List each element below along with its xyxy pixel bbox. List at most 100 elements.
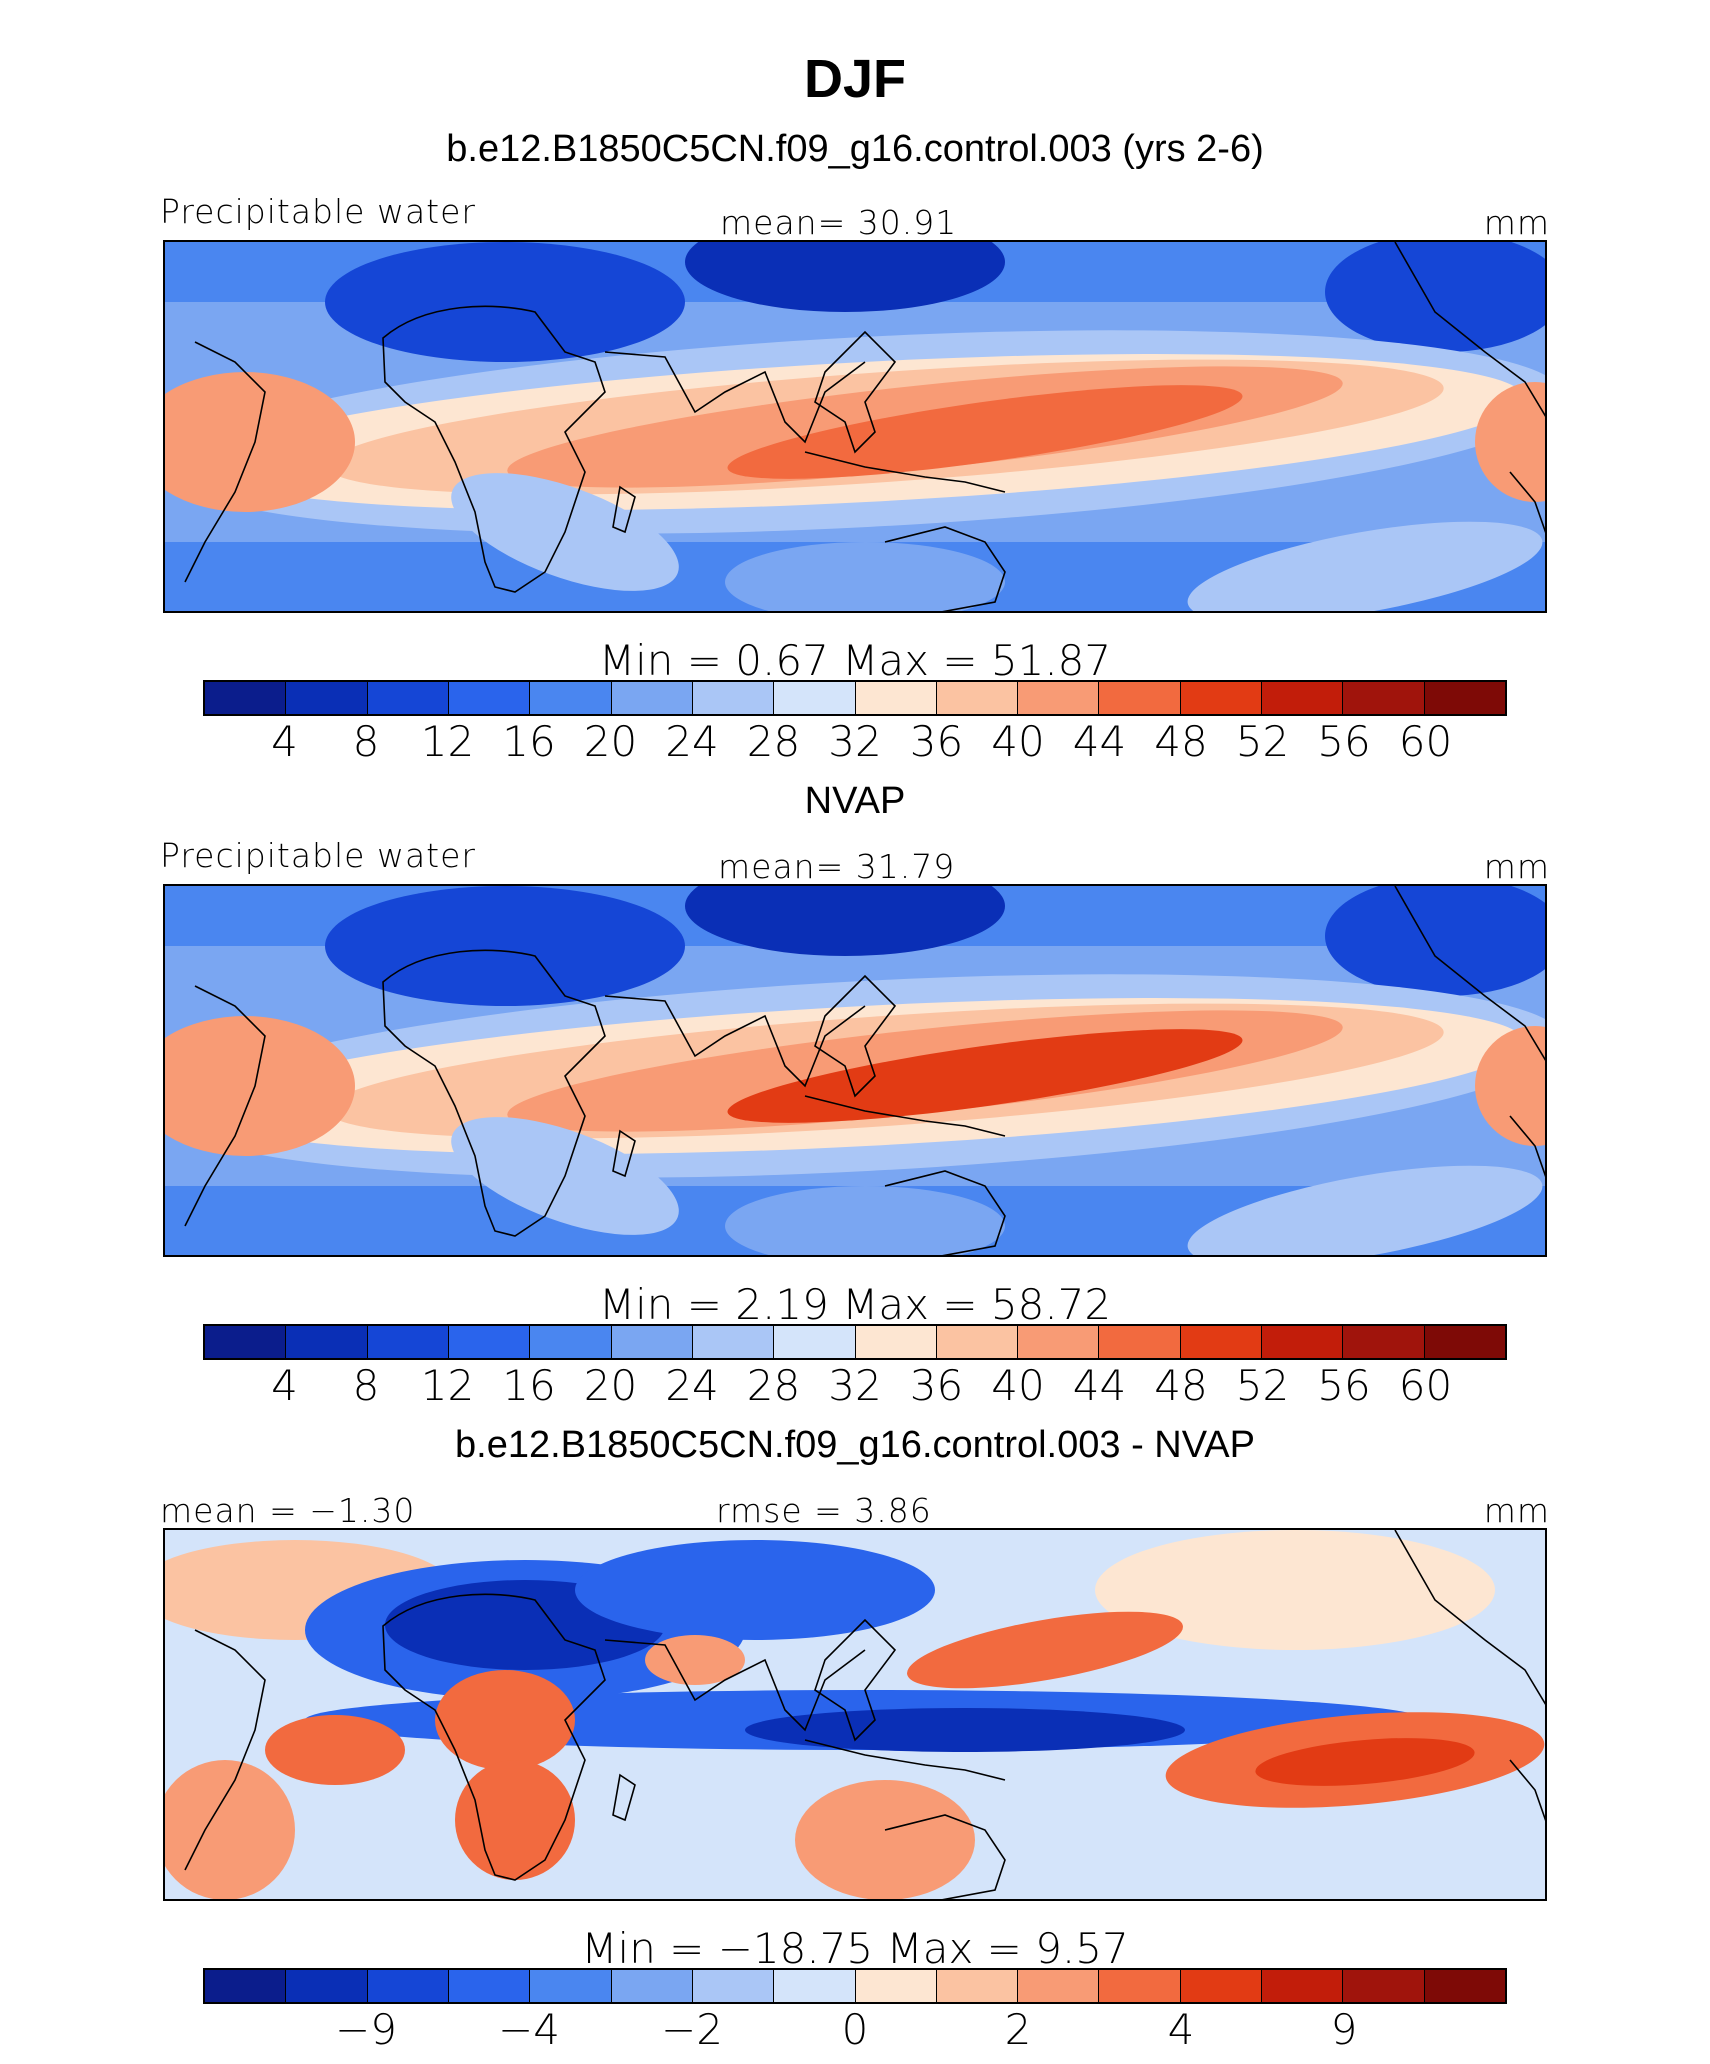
colorbar-swatch <box>367 682 449 714</box>
colorbar-swatch <box>530 1970 612 2002</box>
colorbar-tick-label: 32 <box>828 717 882 766</box>
colorbar-tick-label: 0 <box>841 2005 869 2054</box>
panel-1-title: b.e12.B1850C5CN.f09_g16.control.003 (yrs… <box>446 128 1264 170</box>
colorbar-swatch <box>1262 1970 1344 2002</box>
contour-region <box>1095 1530 1495 1650</box>
colorbar-tick-label: 56 <box>1317 1361 1371 1410</box>
panel-3-mean-label: mean = −1.30 <box>160 1491 416 1530</box>
colorbar-swatch <box>1018 1970 1100 2002</box>
panel-2-units: mm <box>1483 847 1550 886</box>
colorbar-swatch <box>774 682 856 714</box>
colorbar-swatch <box>855 1970 937 2002</box>
colorbar-swatch <box>1180 682 1263 714</box>
colorbar-swatch <box>205 682 287 714</box>
colorbar-swatch <box>1018 682 1100 714</box>
colorbar-tick-label: 52 <box>1235 1361 1290 1410</box>
colorbar-tick-label: 60 <box>1398 1361 1453 1410</box>
contour-region <box>165 372 355 512</box>
contour-region <box>1187 1165 1543 1255</box>
colorbar-swatch <box>611 682 693 714</box>
contour-region <box>1325 242 1545 352</box>
colorbar-tick-label: 40 <box>991 717 1045 766</box>
colorbar-tick-label: 32 <box>828 1361 882 1410</box>
colorbar-tick-label: −9 <box>335 2005 397 2054</box>
colorbar-tick-label: 2 <box>1004 2005 1032 2054</box>
panel-2-mean-label: mean= 31.79 <box>718 847 956 886</box>
coastlines <box>184 886 1545 1255</box>
colorbar-tick-label: 48 <box>1154 717 1208 766</box>
colorbar-swatch <box>1343 682 1425 714</box>
coastlines <box>184 242 1545 611</box>
colorbar-swatch <box>692 1970 775 2002</box>
colorbar-tick-label: 20 <box>583 717 638 766</box>
panel-3-colorbar <box>203 1968 1507 2004</box>
colorbar-swatch <box>1099 1326 1181 1358</box>
colorbar-swatch <box>448 1326 531 1358</box>
colorbar-tick-label: 56 <box>1317 717 1371 766</box>
contour-region <box>1255 1738 1475 1786</box>
colorbar-swatch <box>936 1326 1019 1358</box>
colorbar-swatch <box>367 1326 449 1358</box>
colorbar-swatch <box>448 1970 531 2002</box>
colorbar-tick-label: 8 <box>352 1361 380 1410</box>
panel-1-map <box>163 240 1547 613</box>
colorbar-swatch <box>367 1970 449 2002</box>
colorbar-swatch <box>611 1326 693 1358</box>
colorbar-swatch <box>286 1326 368 1358</box>
colorbar-swatch <box>286 682 368 714</box>
panel-1-variable-label: Precipitable water <box>160 192 476 231</box>
panel-3-contour-field <box>165 1530 1545 1899</box>
panel-3-minmax: Min = −18.75 Max = 9.57 <box>581 1924 1129 1973</box>
colorbar-swatch <box>692 682 775 714</box>
colorbar-swatch <box>205 1970 287 2002</box>
contour-region <box>455 1760 575 1880</box>
colorbar-swatch <box>774 1326 856 1358</box>
panel-2-map <box>163 884 1547 1257</box>
colorbar-swatch <box>1424 1326 1505 1358</box>
colorbar-tick-label: 12 <box>420 717 475 766</box>
colorbar-swatch <box>530 682 612 714</box>
colorbar-tick-label: −2 <box>661 2005 723 2054</box>
panel-3-map <box>163 1528 1547 1901</box>
panel-1-contour-field <box>165 242 1545 611</box>
colorbar-swatch <box>774 1970 856 2002</box>
colorbar-swatch <box>1262 682 1344 714</box>
contour-region <box>1187 521 1543 611</box>
contour-region <box>165 1016 355 1156</box>
panel-2-colorbar <box>203 1324 1507 1360</box>
colorbar-tick-label: 36 <box>909 1361 964 1410</box>
figure-title: DJF <box>803 49 906 109</box>
colorbar-swatch <box>1180 1326 1263 1358</box>
panel-1-colorbar <box>203 680 1507 716</box>
colorbar-tick-label: 12 <box>420 1361 475 1410</box>
colorbar-tick-label: 9 <box>1330 2005 1358 2054</box>
colorbar-swatch <box>1343 1970 1425 2002</box>
colorbar-tick-label: 4 <box>271 1361 298 1410</box>
contour-region <box>795 1780 975 1899</box>
colorbar-tick-label: 20 <box>583 1361 638 1410</box>
colorbar-tick-label: 48 <box>1154 1361 1208 1410</box>
colorbar-swatch <box>692 1326 775 1358</box>
panel-2-variable-label: Precipitable water <box>160 836 476 875</box>
colorbar-tick-label: 24 <box>665 1361 719 1410</box>
colorbar-swatch <box>936 1970 1019 2002</box>
colorbar-swatch <box>448 682 531 714</box>
contour-region <box>325 242 685 362</box>
contour-region <box>1475 382 1545 502</box>
panel-2-title: NVAP <box>804 780 906 822</box>
colorbar-swatch <box>611 1970 693 2002</box>
colorbar-swatch <box>1099 1970 1181 2002</box>
contour-region <box>685 242 1005 312</box>
panel-1-colorbar-ticks: 4 8 12 16 20 24 28 32 36 40 44 48 52 56 60 <box>203 717 1507 766</box>
contour-region <box>645 1635 745 1685</box>
panel-3-rmse-label: rmse = 3.86 <box>716 1491 932 1530</box>
colorbar-tick-label: 44 <box>1072 1361 1127 1410</box>
colorbar-swatch <box>1018 1326 1100 1358</box>
panel-3-title: b.e12.B1850C5CN.f09_g16.control.003 - NV… <box>455 1424 1255 1466</box>
colorbar-tick-label: 60 <box>1398 717 1453 766</box>
panel-3-colorbar-ticks: −9 −4 −2 0 2 4 9 <box>203 2005 1507 2054</box>
panel-1-minmax: Min = 0.67 Max = 51.87 <box>598 636 1112 685</box>
colorbar-swatch <box>855 682 937 714</box>
colorbar-tick-label: 28 <box>746 1361 801 1410</box>
colorbar-tick-label: −4 <box>498 2005 560 2054</box>
